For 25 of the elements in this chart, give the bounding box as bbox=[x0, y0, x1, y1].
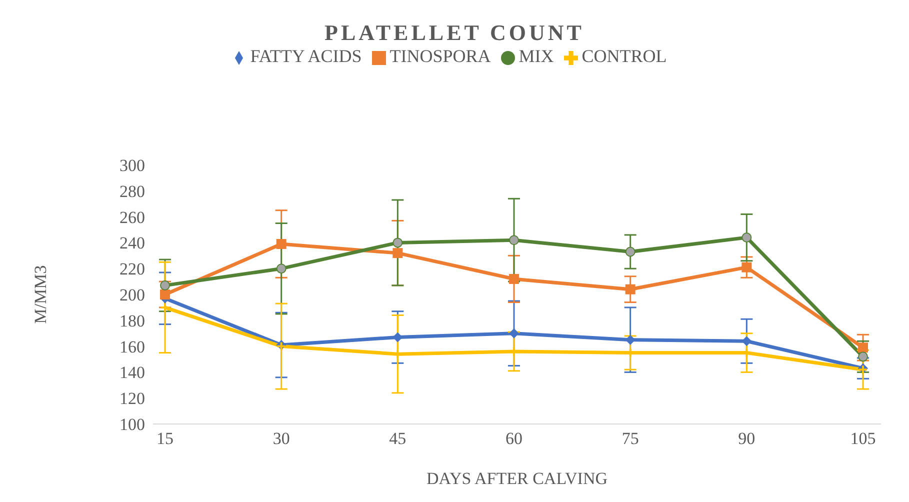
legend-label: MIX bbox=[518, 46, 554, 66]
legend-label: FATTY ACIDS bbox=[250, 46, 362, 66]
y-tick-label: 180 bbox=[120, 311, 145, 330]
legend-label: CONTROL bbox=[582, 46, 667, 66]
y-tick-label: 220 bbox=[120, 260, 145, 279]
y-tick-label: 280 bbox=[120, 182, 145, 201]
x-tick-label: 45 bbox=[389, 429, 406, 448]
x-tick-label: 60 bbox=[506, 429, 522, 448]
x-tick-label: 15 bbox=[156, 429, 174, 448]
y-tick-label: 300 bbox=[120, 156, 145, 176]
x-tick-label: 75 bbox=[622, 429, 639, 448]
x-tick-label: 90 bbox=[738, 429, 756, 448]
y-tick-label: 160 bbox=[120, 337, 145, 356]
y-tick-label: 200 bbox=[120, 286, 145, 305]
y-tick-label: 120 bbox=[120, 389, 145, 408]
chart-title: PLATELLET COUNT bbox=[324, 20, 584, 45]
x-tick-label: 105 bbox=[850, 429, 876, 448]
x-axis-title: DAYS AFTER CALVING bbox=[426, 469, 608, 488]
x-tick-label: 30 bbox=[272, 429, 290, 448]
y-tick-label: 240 bbox=[120, 234, 145, 253]
y-axis-title: M/MM3 bbox=[31, 265, 50, 324]
y-tick-label: 140 bbox=[120, 363, 145, 382]
y-tick-label: 100 bbox=[120, 415, 145, 434]
legend-label: TINOSPORA bbox=[390, 46, 491, 66]
y-tick-label: 260 bbox=[120, 208, 145, 227]
